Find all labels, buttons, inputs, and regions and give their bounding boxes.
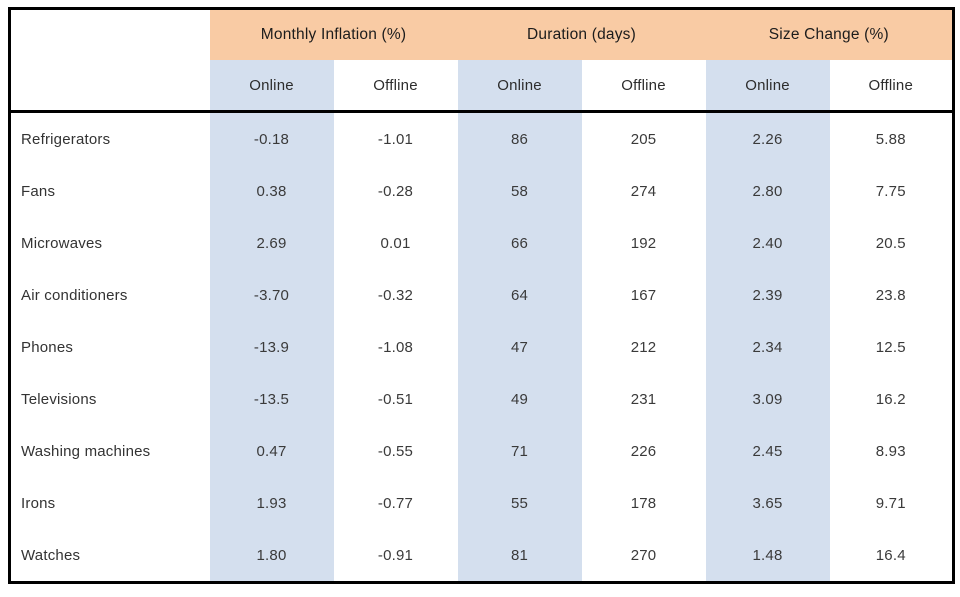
data-cell: -0.91 [377, 546, 414, 564]
data-cell: 58 [457, 165, 582, 217]
table-row-watches: Watches 1.80 -0.91 81 270 1.48 16.4 [10, 529, 954, 583]
data-cell: 3.09 [705, 373, 830, 425]
sub-header-size-online: Online [705, 60, 830, 113]
data-cell: 2.80 [705, 165, 830, 217]
data-cell: 226 [630, 442, 657, 460]
data-cell: 2.69 [209, 217, 334, 269]
data-cell: 8.93 [875, 442, 906, 460]
data-table: Monthly Inflation (%) Duration (days) Si… [8, 7, 956, 584]
row-label: Irons [21, 494, 56, 512]
data-cell: 64 [457, 269, 582, 321]
data-cell: 86 [457, 111, 582, 165]
data-cell: 1.80 [209, 529, 334, 583]
row-label: Washing machines [21, 442, 151, 460]
data-cell: 270 [630, 546, 657, 564]
table-row-refrigerators: Refrigerators -0.18 -1.01 86 205 2.26 5.… [10, 111, 954, 165]
row-label: Televisions [21, 390, 97, 408]
data-cell: 12.5 [875, 338, 906, 356]
product-statistics-table: Monthly Inflation (%) Duration (days) Si… [8, 7, 956, 584]
data-cell: 192 [630, 234, 657, 252]
data-cell: 7.75 [875, 182, 906, 200]
data-cell: 81 [457, 529, 582, 583]
data-cell: 2.40 [705, 217, 830, 269]
data-cell: -0.18 [209, 111, 334, 165]
data-cell: 16.4 [875, 546, 906, 564]
data-cell: 16.2 [875, 390, 906, 408]
data-cell: -3.70 [209, 269, 334, 321]
sub-header-inflation-online: Online [209, 60, 334, 113]
sub-header-inflation-offline: Offline [333, 60, 458, 113]
sub-header-row: Online Offline Online Offline Online Off… [10, 60, 954, 113]
table-row-phones: Phones -13.9 -1.08 47 212 2.34 12.5 [10, 321, 954, 373]
data-cell: -13.9 [209, 321, 334, 373]
data-cell: 1.48 [705, 529, 830, 583]
row-label: Air conditioners [21, 286, 128, 304]
data-cell: 3.65 [705, 477, 830, 529]
group-header-row: Monthly Inflation (%) Duration (days) Si… [9, 8, 954, 113]
sub-header-duration-online: Online [457, 60, 582, 113]
data-cell: 66 [457, 217, 582, 269]
data-cell: -0.51 [377, 390, 414, 408]
row-label: Watches [21, 546, 81, 564]
group-header-duration: Duration (days) [457, 8, 706, 60]
row-label: Refrigerators [21, 130, 111, 148]
table-row-irons: Irons 1.93 -0.77 55 178 3.65 9.71 [10, 477, 954, 529]
data-cell: 231 [630, 390, 657, 408]
data-cell: 0.01 [380, 234, 411, 252]
table-row-air-conditioners: Air conditioners -3.70 -0.32 64 167 2.39… [10, 269, 954, 321]
data-cell: 49 [457, 373, 582, 425]
data-cell: -0.32 [377, 286, 414, 304]
data-cell: 2.26 [705, 111, 830, 165]
data-cell: -1.08 [377, 338, 414, 356]
group-header-monthly-inflation: Monthly Inflation (%) [209, 8, 458, 60]
data-cell: 212 [630, 338, 657, 356]
table-row-microwaves: Microwaves 2.69 0.01 66 192 2.40 20.5 [10, 217, 954, 269]
data-cell: -0.28 [377, 182, 414, 200]
table-row-washing-machines: Washing machines 0.47 -0.55 71 226 2.45 … [10, 425, 954, 477]
data-cell: 23.8 [875, 286, 906, 304]
data-cell: 2.39 [705, 269, 830, 321]
data-cell: -13.5 [209, 373, 334, 425]
data-cell: -0.77 [377, 494, 414, 512]
data-cell: 47 [457, 321, 582, 373]
data-cell: 2.45 [705, 425, 830, 477]
sub-header-size-offline: Offline [829, 60, 954, 113]
data-cell: 20.5 [875, 234, 906, 252]
data-cell: 205 [630, 130, 657, 148]
data-cell: -0.55 [377, 442, 414, 460]
row-label: Fans [21, 182, 56, 200]
data-cell: 2.34 [705, 321, 830, 373]
corner-cell [9, 8, 210, 113]
sub-header-duration-offline: Offline [581, 60, 706, 113]
data-cell: 71 [457, 425, 582, 477]
data-cell: 9.71 [875, 494, 906, 512]
table-row-fans: Fans 0.38 -0.28 58 274 2.80 7.75 [10, 165, 954, 217]
data-cell: 167 [630, 286, 657, 304]
data-cell: 178 [630, 494, 657, 512]
data-cell: 1.93 [209, 477, 334, 529]
data-cell: -1.01 [377, 130, 414, 148]
table-row-televisions: Televisions -13.5 -0.51 49 231 3.09 16.2 [10, 373, 954, 425]
group-header-size-change: Size Change (%) [705, 8, 954, 60]
data-cell: 274 [630, 182, 657, 200]
data-cell: 0.38 [209, 165, 334, 217]
data-cell: 55 [457, 477, 582, 529]
row-label: Microwaves [21, 234, 103, 252]
data-cell: 0.47 [209, 425, 334, 477]
row-label: Phones [21, 338, 74, 356]
data-cell: 5.88 [875, 130, 906, 148]
